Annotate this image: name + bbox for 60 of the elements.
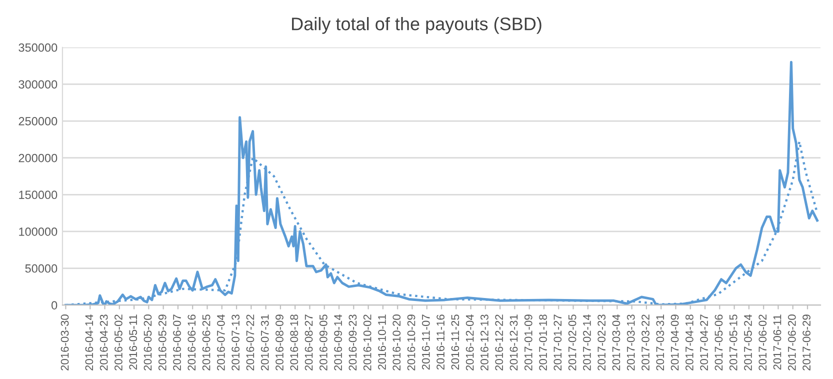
x-tick-label: 2016-07-04 bbox=[217, 314, 225, 370]
x-tick-label: 2016-06-16 bbox=[188, 314, 196, 370]
x-tick-label: 2016-12-22 bbox=[495, 314, 504, 370]
x-tick-label: 2016-12-04 bbox=[466, 314, 474, 370]
y-tick-label: 200000 bbox=[18, 154, 58, 162]
x-tick-label: 2017-02-14 bbox=[583, 314, 591, 370]
chart-title: Daily total of the payouts (SBD) bbox=[292, 17, 542, 34]
x-tick-label: 2017-01-09 bbox=[524, 314, 532, 370]
x-tick-label: 2016-09-14 bbox=[334, 314, 342, 370]
x-tick-label: 2016-07-22 bbox=[246, 314, 254, 370]
x-tick-label: 2017-03-22 bbox=[642, 314, 650, 370]
x-tick-label: 2016-08-27 bbox=[304, 314, 313, 370]
x-tick-label: 2016-09-23 bbox=[348, 314, 357, 370]
x-tick-label: 2016-11-25 bbox=[451, 314, 460, 370]
x-tick-label: 2017-03-31 bbox=[656, 314, 664, 370]
y-tick-label: 50000 bbox=[25, 264, 58, 273]
x-tick-label: 2017-05-15 bbox=[729, 314, 738, 370]
x-tick-label: 2017-02-05 bbox=[568, 314, 576, 370]
x-tick-label: 2016-12-31 bbox=[510, 314, 518, 370]
x-tick-label: 2017-06-02 bbox=[758, 314, 767, 370]
x-tick-label: 2016-08-18 bbox=[290, 314, 298, 370]
x-tick-label: 2017-04-18 bbox=[685, 314, 694, 370]
x-tick-label: 2016-11-07 bbox=[422, 314, 430, 370]
x-tick-label: 2016-06-25 bbox=[202, 314, 210, 370]
y-tick-label: 350000 bbox=[18, 43, 58, 52]
x-tick-label: 2017-04-27 bbox=[700, 314, 708, 370]
y-tick-label: 0 bbox=[52, 301, 58, 310]
x-tick-label: 2016-08-09 bbox=[276, 314, 284, 370]
x-tick-label: 2017-06-20 bbox=[788, 314, 796, 370]
x-tick-label: 2016-06-07 bbox=[173, 314, 181, 370]
x-tick-label: 2016-07-31 bbox=[260, 314, 269, 370]
x-tick-label: 2016-05-29 bbox=[158, 314, 166, 370]
x-tick-label: 2017-03-13 bbox=[626, 314, 635, 370]
x-tick-label: 2016-12-13 bbox=[480, 314, 488, 370]
x-tick-label: 2016-10-29 bbox=[407, 314, 416, 370]
y-tick-label: 250000 bbox=[18, 117, 58, 126]
x-tick-label: 2017-06-29 bbox=[802, 314, 810, 370]
x-tick-label: 2016-04-14 bbox=[85, 314, 94, 370]
x-tick-label: 2017-01-18 bbox=[539, 314, 547, 370]
x-tick-label: 2016-05-02 bbox=[114, 314, 122, 370]
x-tick-label: 2017-05-06 bbox=[714, 314, 723, 370]
y-tick-label: 150000 bbox=[19, 190, 58, 200]
x-tick-label: 2016-11-16 bbox=[436, 314, 444, 370]
x-tick-label: 2016-04-23 bbox=[100, 314, 108, 370]
x-tick-label: 2016-10-11 bbox=[378, 314, 386, 370]
x-tick-label: 2016-05-11 bbox=[129, 314, 138, 370]
x-tick-label: 2017-02-23 bbox=[598, 314, 606, 370]
y-tick-label: 300000 bbox=[18, 80, 58, 89]
x-tick-label: 2017-03-04 bbox=[612, 314, 620, 370]
x-tick-label: 2016-09-05 bbox=[319, 314, 328, 370]
x-tick-label: 2016-10-20 bbox=[392, 314, 401, 370]
x-tick-label: 2016-10-02 bbox=[363, 314, 372, 370]
x-tick-label: 2016-05-20 bbox=[144, 314, 152, 370]
x-tick-label: 2017-04-09 bbox=[670, 314, 679, 370]
x-tick-label: 2017-05-24 bbox=[744, 314, 752, 370]
x-tick-label: 2016-07-13 bbox=[232, 314, 240, 370]
y-tick-label: 100000 bbox=[19, 227, 58, 236]
x-tick-label: 2017-06-11 bbox=[773, 314, 782, 370]
x-tick-label: 2017-01-27 bbox=[554, 314, 562, 370]
x-tick-label: 2016-03-30 bbox=[60, 314, 69, 370]
